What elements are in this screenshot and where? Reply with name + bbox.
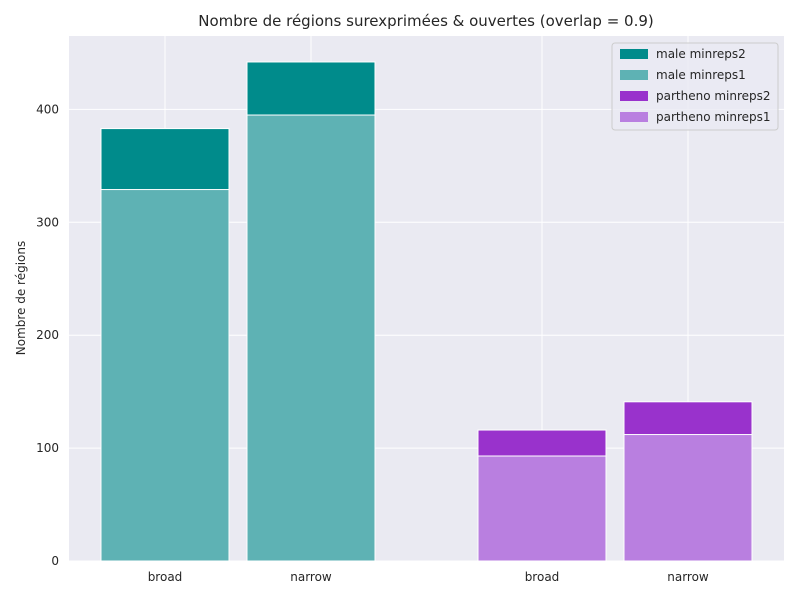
bars	[100, 61, 753, 562]
legend-label: male minreps2	[656, 47, 746, 61]
y-tick-label: 0	[51, 554, 59, 568]
bar-male-minreps1-broad	[100, 189, 230, 562]
ticks: 0 100 200 300 400 broad narrow broad narrow	[36, 102, 709, 584]
y-tick-label: 300	[36, 215, 59, 229]
legend-swatch	[620, 70, 648, 80]
legend-label: partheno minreps2	[656, 89, 771, 103]
bar-partheno-minreps1-narrow	[623, 434, 753, 562]
x-tick-label: narrow	[667, 570, 709, 584]
bar-partheno-minreps1-broad	[477, 455, 607, 562]
y-tick-label: 100	[36, 441, 59, 455]
legend-frame	[611, 42, 779, 131]
legend-swatch	[620, 91, 648, 101]
x-tick-label: narrow	[290, 570, 332, 584]
legend: male minreps2 male minreps1 partheno minre…	[611, 42, 779, 131]
legend-label: male minreps1	[656, 68, 746, 82]
x-tick-label: broad	[525, 570, 560, 584]
chart-title: Nombre de régions surexprimées & ouverte…	[198, 12, 654, 30]
y-axis-label: Nombre de régions	[14, 241, 28, 356]
y-tick-label: 200	[36, 328, 59, 342]
bar-male-minreps1-narrow	[246, 114, 376, 562]
legend-swatch	[620, 49, 648, 59]
legend-label: partheno minreps1	[656, 110, 771, 124]
y-tick-label: 400	[36, 102, 59, 116]
x-tick-label: broad	[148, 570, 183, 584]
legend-swatch	[620, 112, 648, 122]
